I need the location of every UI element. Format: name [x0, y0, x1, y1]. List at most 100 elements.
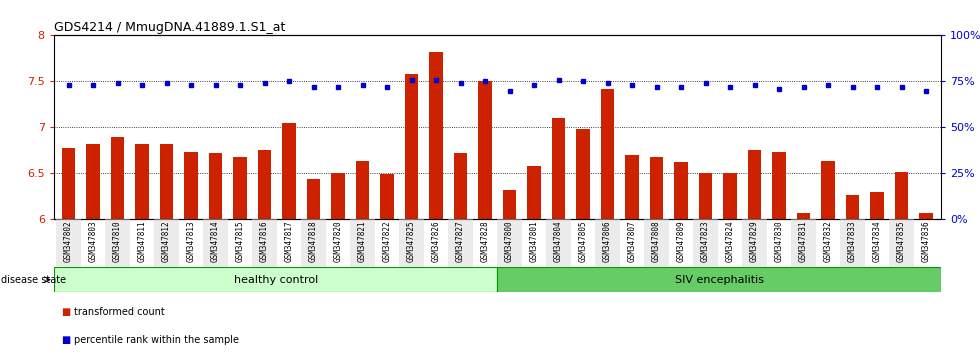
Bar	[674, 162, 688, 219]
Text: GSM347806: GSM347806	[603, 221, 612, 262]
Text: GSM347813: GSM347813	[186, 221, 196, 262]
Bar	[86, 144, 100, 219]
Text: GSM347805: GSM347805	[578, 221, 588, 262]
Text: GSM347808: GSM347808	[652, 221, 662, 262]
Text: GSM347824: GSM347824	[725, 221, 735, 262]
Text: GSM347811: GSM347811	[137, 221, 147, 262]
Text: ■: ■	[61, 307, 70, 316]
Text: GSM347827: GSM347827	[456, 221, 466, 262]
Text: GDS4214 / MmugDNA.41889.1.S1_at: GDS4214 / MmugDNA.41889.1.S1_at	[54, 21, 285, 34]
Text: GSM347812: GSM347812	[162, 221, 172, 262]
Bar	[380, 175, 394, 219]
Bar	[792, 219, 815, 267]
Bar	[429, 52, 443, 219]
Bar	[846, 195, 859, 219]
Text: GSM347822: GSM347822	[382, 221, 392, 262]
Text: GSM347821: GSM347821	[358, 221, 368, 262]
Bar	[625, 155, 639, 219]
Bar	[645, 219, 669, 267]
Bar	[282, 123, 296, 219]
Bar	[596, 219, 620, 267]
Text: GSM347836: GSM347836	[921, 221, 931, 262]
Text: GSM347823: GSM347823	[701, 221, 710, 262]
Text: GSM347810: GSM347810	[113, 221, 122, 262]
Bar	[209, 153, 222, 219]
Text: GSM347800: GSM347800	[505, 221, 514, 262]
Bar	[258, 150, 271, 219]
Text: GSM347825: GSM347825	[407, 221, 416, 262]
Bar	[111, 137, 124, 219]
Text: GSM347833: GSM347833	[848, 221, 858, 262]
Bar	[699, 173, 712, 219]
Text: healthy control: healthy control	[233, 275, 318, 285]
Text: GSM347815: GSM347815	[235, 221, 245, 262]
Bar	[135, 144, 149, 219]
Text: GSM347817: GSM347817	[284, 221, 294, 262]
Text: GSM347832: GSM347832	[823, 221, 833, 262]
Bar	[498, 219, 522, 267]
Text: SIV encephalitis: SIV encephalitis	[674, 275, 763, 285]
Bar	[302, 219, 325, 267]
Bar	[821, 161, 835, 219]
Text: transformed count: transformed count	[74, 307, 165, 316]
Bar	[478, 81, 492, 219]
Bar	[351, 219, 375, 267]
Bar	[547, 219, 570, 267]
Text: disease state: disease state	[1, 275, 66, 285]
Bar	[400, 219, 424, 267]
Bar	[772, 152, 786, 219]
Bar	[919, 213, 933, 219]
Text: GSM347834: GSM347834	[872, 221, 882, 262]
Bar	[797, 213, 810, 219]
Text: GSM347809: GSM347809	[676, 221, 686, 262]
Text: GSM347828: GSM347828	[480, 221, 490, 262]
Bar	[204, 219, 227, 267]
Text: GSM347804: GSM347804	[554, 221, 563, 262]
Bar	[356, 161, 369, 219]
Bar	[895, 172, 908, 219]
Text: percentile rank within the sample: percentile rank within the sample	[74, 335, 238, 345]
Bar	[503, 190, 516, 219]
Bar	[106, 219, 129, 267]
Bar	[841, 219, 865, 267]
Bar	[527, 166, 541, 219]
Text: GSM347835: GSM347835	[897, 221, 906, 262]
Text: ■: ■	[61, 335, 70, 345]
Bar	[890, 219, 913, 267]
Text: GSM347816: GSM347816	[260, 221, 270, 262]
Text: GSM347829: GSM347829	[750, 221, 760, 262]
Text: GSM347826: GSM347826	[431, 221, 441, 262]
Bar	[723, 173, 737, 219]
Bar	[694, 219, 717, 267]
Bar	[449, 219, 473, 267]
Text: GSM347801: GSM347801	[529, 221, 539, 262]
Text: GSM347807: GSM347807	[627, 221, 637, 262]
Bar	[331, 173, 345, 219]
Text: GSM347814: GSM347814	[211, 221, 220, 262]
Bar	[233, 157, 247, 219]
Bar	[552, 118, 565, 219]
Bar	[743, 219, 767, 267]
Bar	[748, 150, 761, 219]
Bar	[576, 129, 590, 219]
Text: GSM347831: GSM347831	[799, 221, 808, 262]
Bar	[62, 148, 75, 219]
Bar	[155, 219, 178, 267]
Text: GSM347818: GSM347818	[309, 221, 318, 262]
Text: GSM347820: GSM347820	[333, 221, 343, 262]
Bar	[498, 267, 941, 292]
Bar	[870, 192, 884, 219]
Text: GSM347802: GSM347802	[64, 221, 74, 262]
Text: GSM347803: GSM347803	[88, 221, 98, 262]
Bar	[650, 157, 663, 219]
Bar	[601, 89, 614, 219]
Bar	[307, 179, 320, 219]
Text: GSM347830: GSM347830	[774, 221, 784, 262]
Bar	[454, 153, 467, 219]
Bar	[160, 144, 173, 219]
Bar	[54, 267, 498, 292]
Bar	[57, 219, 80, 267]
Bar	[184, 152, 198, 219]
Bar	[253, 219, 276, 267]
Bar	[405, 74, 418, 219]
